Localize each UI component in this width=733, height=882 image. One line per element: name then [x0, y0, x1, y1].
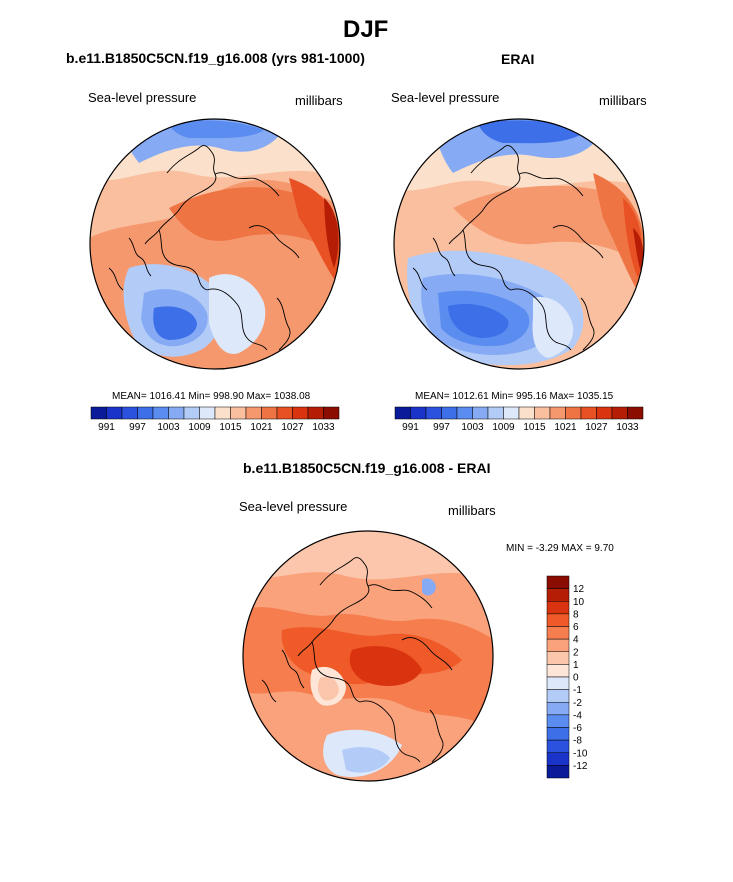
model-colorbar-swatch [90, 406, 107, 420]
obs-colorbar-swatch [580, 406, 597, 420]
obs-colorbar-swatch [487, 406, 504, 420]
diff-colorbar-swatch [546, 689, 570, 703]
diff-colorbar-swatch [546, 739, 570, 753]
diff-colorbar-tick: 4 [573, 635, 579, 646]
obs-colorbar-swatch [565, 406, 582, 420]
obs-polar-map [393, 118, 645, 370]
model-colorbar-swatch [292, 406, 309, 420]
diff-colorbar-tick: 12 [573, 584, 585, 595]
obs-units-label: millibars [599, 93, 647, 108]
model-colorbar-swatch [245, 406, 262, 420]
model-colorbar-swatch [199, 406, 216, 420]
figure-title: DJF [343, 16, 389, 43]
model-colorbar-swatch [276, 406, 293, 420]
diff-colorbar-tick: -8 [573, 736, 582, 747]
model-colorbar-tick: 991 [98, 422, 115, 433]
model-colorbar-swatch [261, 406, 278, 420]
obs-colorbar-swatch [596, 406, 613, 420]
model-colorbar-swatch [152, 406, 169, 420]
model-variable-label: Sea-level pressure [88, 90, 197, 105]
diff-colorbar-tick: -10 [573, 748, 588, 759]
diff-colorbar-tick: -12 [573, 761, 588, 772]
diff-colorbar-swatch [546, 714, 570, 728]
diff-colorbar-tick: -4 [573, 710, 582, 721]
diff-colorbar-swatch [546, 752, 570, 766]
diff-colorbar-swatch [546, 613, 570, 627]
diff-stats: MIN = -3.29 MAX = 9.70 [506, 543, 614, 554]
obs-colorbar-tick: 1009 [492, 422, 515, 433]
obs-colorbar-swatch [441, 406, 458, 420]
obs-colorbar-swatch [394, 406, 411, 420]
diff-colorbar-tick: -1 [573, 685, 582, 696]
diff-colorbar-swatch [546, 676, 570, 690]
model-colorbar-swatch [168, 406, 185, 420]
model-colorbar-tick: 1009 [188, 422, 211, 433]
obs-panel-title: ERAI [501, 51, 535, 67]
diff-colorbar-tick: 8 [573, 609, 579, 620]
model-colorbar-tick: 997 [129, 422, 146, 433]
diff-units-label: millibars [448, 503, 496, 518]
obs-colorbar-tick: 991 [402, 422, 419, 433]
obs-colorbar-swatch [611, 406, 628, 420]
obs-colorbar-tick: 1021 [554, 422, 577, 433]
model-colorbar-swatch [137, 406, 154, 420]
diff-colorbar-swatch [546, 727, 570, 741]
model-colorbar-swatch [214, 406, 231, 420]
diff-colorbar-swatch [546, 601, 570, 615]
model-colorbar-tick: 1027 [281, 422, 304, 433]
obs-variable-label: Sea-level pressure [391, 90, 500, 105]
diff-colorbar-tick: 1 [573, 660, 579, 671]
obs-colorbar-swatch [425, 406, 442, 420]
model-colorbar: 991 997 1003 1009 1015 1021 1027 1033 [90, 406, 340, 433]
diff-colorbar-tick: 2 [573, 647, 579, 658]
obs-colorbar-swatch [410, 406, 427, 420]
diff-colorbar-swatch [546, 575, 570, 589]
model-stats: MEAN= 1016.41 Min= 998.90 Max= 1038.08 [112, 391, 311, 402]
obs-colorbar: 991 997 1003 1009 1015 1021 1027 1033 [394, 406, 644, 433]
diff-panel-title: b.e11.B1850C5CN.f19_g16.008 - ERAI [243, 460, 491, 476]
obs-colorbar-tick: 997 [433, 422, 450, 433]
diff-colorbar-tick: -6 [573, 723, 582, 734]
diff-polar-map [242, 530, 494, 782]
model-colorbar-swatch [121, 406, 138, 420]
obs-colorbar-swatch [518, 406, 535, 420]
diff-colorbar-swatch [546, 651, 570, 665]
obs-colorbar-swatch [472, 406, 489, 420]
diff-colorbar-swatch [546, 765, 570, 779]
diff-colorbar-swatch [546, 638, 570, 652]
obs-colorbar-tick: 1015 [523, 422, 546, 433]
diff-colorbar-swatch [546, 588, 570, 602]
obs-colorbar-tick: 1003 [461, 422, 484, 433]
model-units-label: millibars [295, 93, 343, 108]
diff-colorbar-swatch [546, 702, 570, 716]
model-colorbar-tick: 1003 [157, 422, 180, 433]
model-colorbar-swatch [307, 406, 324, 420]
diff-colorbar-tick: 6 [573, 622, 579, 633]
model-colorbar-swatch [230, 406, 247, 420]
obs-stats: MEAN= 1012.61 Min= 995.16 Max= 1035.15 [415, 391, 614, 402]
diff-variable-label: Sea-level pressure [239, 499, 348, 514]
model-colorbar-tick: 1015 [219, 422, 242, 433]
diff-colorbar-tick: -2 [573, 698, 582, 709]
model-polar-map [89, 118, 341, 370]
model-colorbar-swatch [106, 406, 123, 420]
obs-colorbar-swatch [503, 406, 520, 420]
obs-colorbar-swatch [627, 406, 644, 420]
obs-colorbar-swatch [534, 406, 551, 420]
obs-colorbar-tick: 1027 [585, 422, 608, 433]
model-panel-title: b.e11.B1850C5CN.f19_g16.008 (yrs 981-100… [66, 50, 365, 66]
obs-colorbar-swatch [549, 406, 566, 420]
diff-colorbar-swatch [546, 664, 570, 678]
diff-colorbar-tick: 0 [573, 673, 579, 684]
model-colorbar-tick: 1021 [250, 422, 273, 433]
obs-colorbar-tick: 1033 [616, 422, 639, 433]
obs-colorbar-swatch [456, 406, 473, 420]
model-colorbar-tick: 1033 [312, 422, 335, 433]
model-colorbar-swatch [183, 406, 200, 420]
model-colorbar-swatch [323, 406, 340, 420]
diff-colorbar-tick: 10 [573, 597, 585, 608]
diff-colorbar-swatch [546, 626, 570, 640]
